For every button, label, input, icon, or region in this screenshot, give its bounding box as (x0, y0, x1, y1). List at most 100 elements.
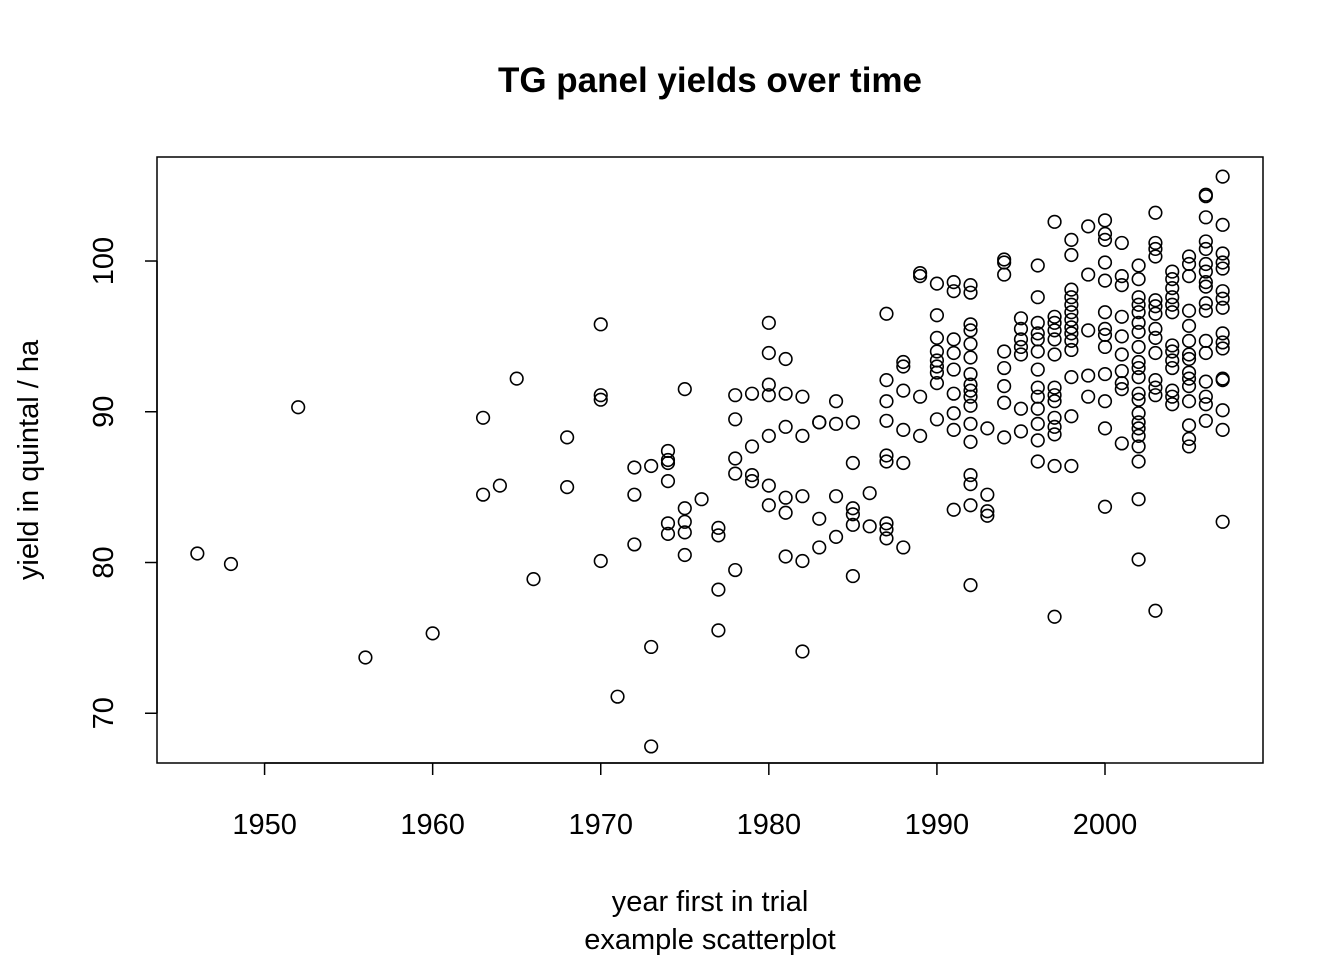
data-point (1030, 416, 1045, 431)
data-point (1097, 255, 1113, 270)
data-point (1148, 249, 1163, 264)
data-point (1013, 424, 1029, 439)
data-point (761, 428, 776, 443)
data-point (1030, 290, 1045, 305)
data-point (1081, 219, 1096, 234)
data-point (812, 511, 827, 526)
data-point (1165, 264, 1180, 279)
data-point (997, 267, 1012, 282)
data-point (1181, 379, 1197, 394)
data-point (1181, 333, 1197, 349)
data-point (1198, 374, 1213, 389)
data-point (778, 490, 793, 505)
data-point (1131, 492, 1146, 507)
data-point (1198, 210, 1213, 225)
data-point (1131, 360, 1146, 376)
data-point (963, 416, 978, 431)
data-point (744, 386, 760, 401)
data-point (1047, 427, 1062, 442)
data-point (660, 526, 676, 541)
data-point (1198, 241, 1213, 257)
data-point (1064, 232, 1079, 248)
data-point (879, 373, 894, 388)
data-point (1215, 169, 1230, 184)
data-point (845, 568, 860, 584)
data-point (1198, 275, 1213, 290)
data-point (744, 467, 760, 483)
data-point (1131, 354, 1146, 370)
data-point (812, 415, 827, 430)
data-point (1131, 415, 1146, 430)
data-point (1215, 335, 1230, 350)
data-point (929, 330, 945, 345)
data-points (190, 169, 1230, 754)
data-point (728, 562, 743, 578)
data-point (560, 430, 575, 445)
data-point (1047, 332, 1062, 347)
data-point (963, 398, 978, 413)
data-point (1148, 241, 1163, 257)
data-point (1148, 299, 1163, 314)
data-point (1064, 247, 1079, 263)
data-point (1215, 261, 1230, 276)
data-point (1064, 297, 1079, 312)
data-point (946, 422, 961, 437)
data-point (1215, 326, 1230, 341)
chart-subtitle: example scatterplot (584, 924, 835, 956)
data-point (1181, 347, 1197, 362)
data-point (1064, 326, 1079, 341)
data-point (1030, 326, 1045, 341)
data-point (1047, 609, 1062, 624)
data-point (644, 458, 659, 474)
data-point (929, 308, 945, 323)
data-point (795, 553, 810, 569)
data-point (879, 413, 894, 428)
data-point (778, 505, 793, 520)
data-point (963, 336, 978, 352)
data-point (1148, 388, 1163, 403)
data-point (963, 578, 978, 593)
data-point (1097, 394, 1113, 409)
data-point (997, 379, 1012, 394)
data-point (1081, 389, 1096, 404)
data-point (1064, 342, 1079, 358)
data-point (946, 332, 961, 347)
data-point (1013, 311, 1029, 326)
data-point (980, 504, 995, 519)
data-point (1047, 380, 1062, 395)
data-point (1198, 264, 1213, 279)
data-point (1114, 382, 1129, 397)
data-point (1097, 232, 1113, 248)
data-point (1148, 235, 1163, 251)
data-point (1181, 268, 1197, 284)
data-point (963, 323, 978, 338)
data-point (1064, 282, 1079, 297)
data-point (593, 317, 608, 332)
data-point (660, 474, 676, 489)
data-point (1114, 329, 1129, 344)
data-point (1131, 439, 1146, 454)
data-point (845, 455, 860, 471)
data-point (946, 406, 961, 421)
data-point (1047, 394, 1062, 409)
data-point (1165, 344, 1180, 359)
data-point (1148, 603, 1163, 618)
plot-frame (156, 156, 1264, 764)
data-point (761, 377, 776, 392)
data-point (1114, 347, 1129, 362)
data-point (1165, 305, 1180, 320)
y-tick-label: 90 (88, 396, 120, 428)
data-point (963, 477, 978, 492)
data-point (1114, 309, 1129, 324)
data-point (1131, 392, 1146, 407)
data-point (223, 556, 239, 572)
data-point (913, 428, 928, 443)
data-point (1097, 366, 1113, 382)
data-point (913, 389, 928, 404)
data-point (1013, 401, 1029, 416)
data-point (997, 360, 1012, 376)
data-point (963, 383, 978, 398)
data-point (879, 516, 894, 531)
data-point (896, 359, 911, 374)
data-point (1215, 341, 1230, 356)
